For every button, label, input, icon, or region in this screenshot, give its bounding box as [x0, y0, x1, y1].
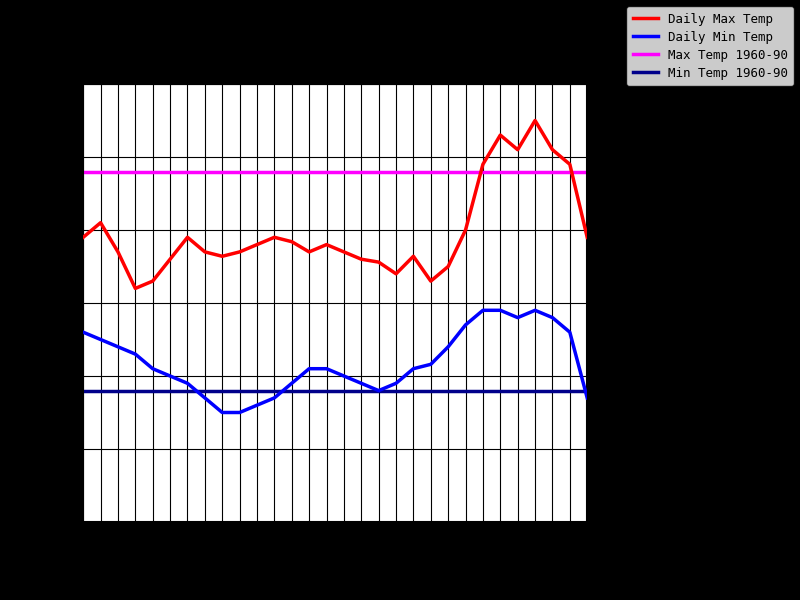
Legend: Daily Max Temp, Daily Min Temp, Max Temp 1960-90, Min Temp 1960-90: Daily Max Temp, Daily Min Temp, Max Temp… [626, 6, 794, 86]
